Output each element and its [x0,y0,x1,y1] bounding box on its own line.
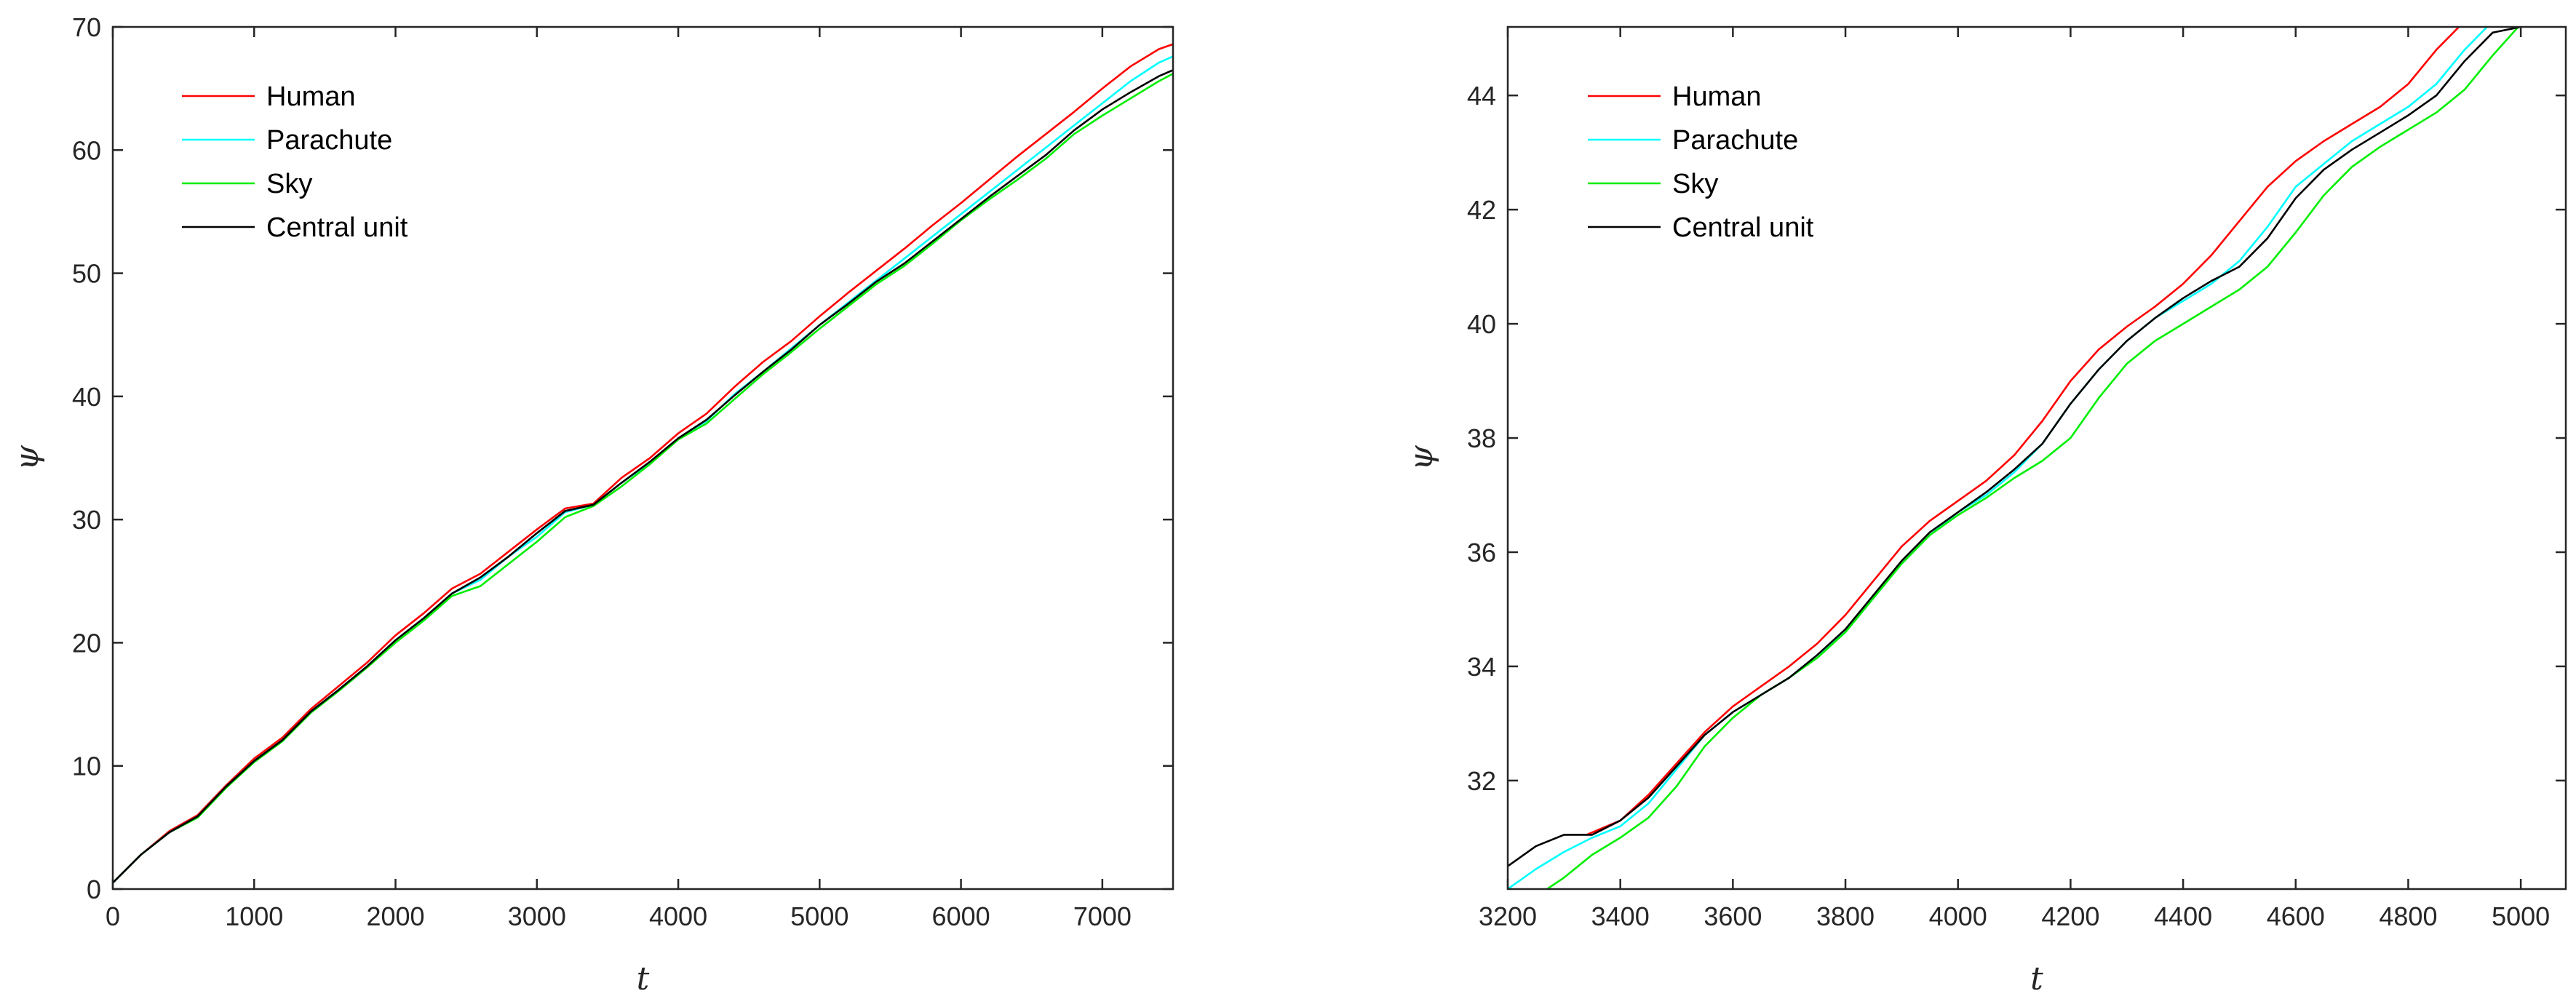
x-tick-label: 4400 [2154,901,2212,931]
x-tick-label: 4000 [1929,901,1987,931]
legend-label: Sky [1672,169,1718,199]
legend-label: Central unit [1672,212,1814,243]
plot-frame [111,25,1174,891]
y-tick-label: 40 [72,382,101,412]
x-axis-label: t [637,960,650,997]
series-line-4 [1508,27,2522,867]
y-tick-label: 42 [1467,195,1496,225]
x-tick-label: 0 [106,901,120,931]
x-tick-label: 2000 [366,901,424,931]
y-tick-label: 20 [72,628,101,658]
y-tick-label: 0 [87,874,101,904]
x-tick-label: 4200 [2041,901,2099,931]
x-tick-label: 3600 [1704,901,1762,931]
series-line-2 [1508,27,2489,889]
x-axis-label: t [2030,960,2043,997]
x-tick-label: 6000 [932,901,990,931]
legend-label: Parachute [266,125,392,156]
x-tick-label: 3200 [1479,901,1537,931]
x-tick-label: 5000 [790,901,848,931]
x-tick-label: 3400 [1591,901,1650,931]
y-tick-label: 32 [1467,766,1496,796]
legend: Human Parachute Sky Central unit [1588,81,1814,243]
x-tick-label: 7000 [1073,901,1132,931]
y-tick-label: 10 [72,752,101,781]
y-tick-label: 34 [1467,652,1496,682]
y-tick-label: 44 [1467,81,1496,111]
y-tick-label: 40 [1467,309,1496,339]
series-line-1 [113,43,1173,884]
plot-frame [1506,25,2567,891]
y-tick-label: 50 [72,259,101,289]
series-line-1 [1586,27,2460,836]
y-tick-label: 70 [72,12,101,42]
x-tick-label: 4600 [2267,901,2325,931]
chart-1: 0 1000 2000 3000 4000 5000 6000 7000 0 10 20 30 40 50… [9,12,1174,997]
y-tick-label: 60 [72,135,101,165]
legend: Human Parachute Sky Central unit [182,81,408,243]
x-tick-label: 3800 [1816,901,1875,931]
legend-label: Central unit [266,212,408,243]
series-line-3 [1546,27,2520,889]
x-tick-label: 4800 [2379,901,2437,931]
x-tick-label: 4000 [649,901,707,931]
legend-label: Human [266,81,356,112]
chart-2: 3200 3400 3600 3800 4000 4200 4400 4600 4800 5000… [1403,25,2567,997]
legend-label: Parachute [1672,125,1798,156]
x-tick-label: 1000 [225,901,283,931]
y-axis-label: ψ [9,445,46,471]
legend-label: Sky [266,169,312,199]
series-group [113,43,1173,884]
series-group [1508,27,2522,889]
series-line-4 [113,69,1173,884]
y-tick-label: 38 [1467,423,1496,453]
y-axis-label: ψ [1403,445,1440,471]
x-tick-label: 3000 [508,901,566,931]
y-tick-label: 36 [1467,538,1496,567]
y-tick-label: 30 [72,505,101,535]
legend-label: Human [1672,81,1762,112]
x-tick-label: 5000 [2492,901,2550,931]
